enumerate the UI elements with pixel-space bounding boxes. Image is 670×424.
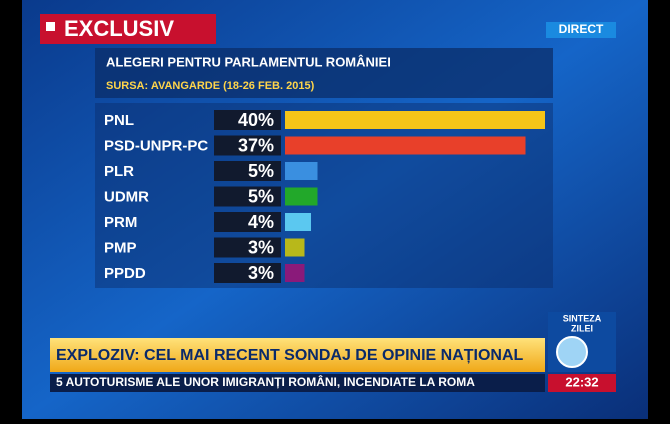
headline-box xyxy=(50,338,545,372)
bar xyxy=(285,264,305,282)
category-label: PNL xyxy=(104,112,134,129)
bar xyxy=(285,162,318,180)
show-name: ZILEI xyxy=(571,323,593,333)
bar xyxy=(285,213,311,231)
value-label-box xyxy=(214,161,281,181)
badge: EXCLUSIV xyxy=(64,16,174,41)
live-box xyxy=(546,22,616,38)
ticker-box xyxy=(50,374,545,392)
value-label-box xyxy=(214,237,281,258)
value-label: 37% xyxy=(238,135,274,155)
value-label: 3% xyxy=(248,237,274,257)
ticker: 5 AUTOTURISME ALE UNOR IMIGRANȚI ROMÂNI,… xyxy=(56,374,475,389)
bar xyxy=(285,187,318,206)
logo-globe xyxy=(556,336,588,368)
clock: 22:32 xyxy=(565,374,598,389)
category-label: PSD-UNPR-PC xyxy=(104,137,208,154)
value-label: 5% xyxy=(248,186,274,206)
badge-icon xyxy=(46,22,55,31)
title-panel xyxy=(95,48,553,98)
bar xyxy=(285,238,305,257)
badge-box xyxy=(40,14,216,44)
value-label-box xyxy=(214,263,281,283)
category-label: PLR xyxy=(104,163,134,180)
bar xyxy=(285,111,545,129)
value-label: 4% xyxy=(248,212,274,232)
clock-box xyxy=(548,374,616,392)
show-name: SINTEZA xyxy=(563,313,602,323)
value-label-box xyxy=(214,110,281,130)
category-label: PPDD xyxy=(104,265,146,282)
value-label: 5% xyxy=(248,161,274,181)
value-label-box xyxy=(214,186,281,207)
category-label: PMP xyxy=(104,239,137,256)
value-label: 40% xyxy=(238,110,274,130)
value-label-box xyxy=(214,212,281,232)
chart-subtitle: SURSA: AVANGARDE (18-26 FEB. 2015) xyxy=(106,80,315,92)
live: DIRECT xyxy=(559,22,604,36)
bar xyxy=(285,136,526,155)
value-label: 3% xyxy=(248,263,274,283)
category-label: PRM xyxy=(104,214,137,231)
value-label-box xyxy=(214,135,281,156)
chart-title: ALEGERI PENTRU PARLAMENTUL ROMÂNIEI xyxy=(106,54,391,69)
category-label: UDMR xyxy=(104,188,149,205)
chart-panel xyxy=(95,103,553,288)
headline: EXPLOZIV: CEL MAI RECENT SONDAJ DE OPINI… xyxy=(56,347,524,364)
